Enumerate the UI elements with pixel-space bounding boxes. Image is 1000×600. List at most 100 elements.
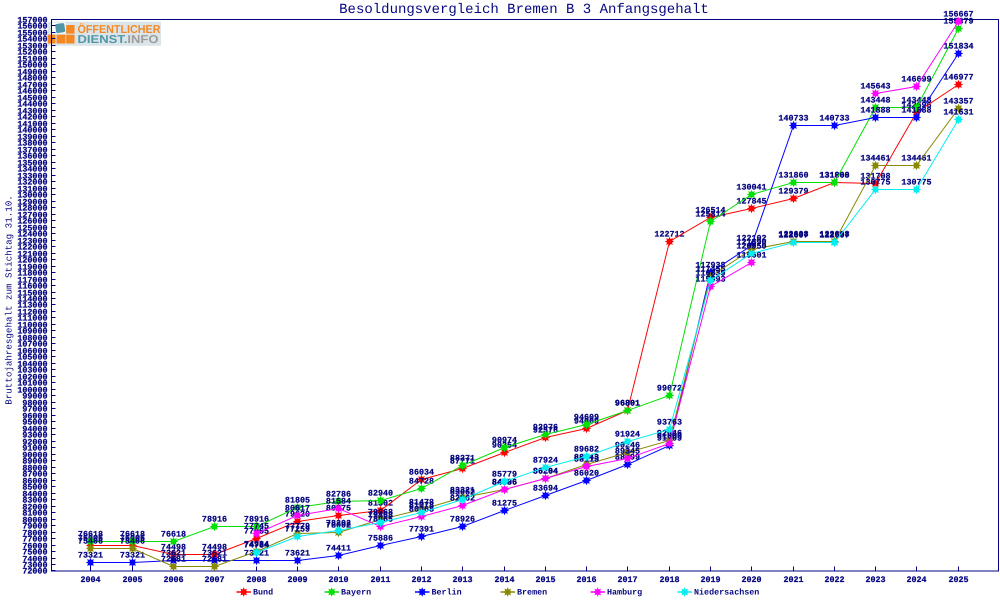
svg-text:78202: 78202: [326, 519, 351, 529]
svg-text:113000: 113000: [17, 301, 47, 311]
svg-text:114000: 114000: [17, 295, 47, 305]
svg-text:153000: 153000: [17, 42, 47, 52]
svg-text:2016: 2016: [576, 575, 596, 585]
svg-text:2024: 2024: [906, 575, 926, 585]
svg-text:77745: 77745: [244, 522, 269, 532]
svg-text:154000: 154000: [17, 35, 47, 45]
svg-text:143448: 143448: [860, 96, 890, 106]
svg-text:2006: 2006: [163, 575, 183, 585]
svg-text:121590: 121590: [736, 238, 766, 248]
svg-text:82786: 82786: [326, 490, 351, 500]
svg-text:138000: 138000: [17, 139, 47, 149]
svg-text:134461: 134461: [901, 154, 931, 164]
svg-text:2012: 2012: [411, 575, 431, 585]
svg-text:134000: 134000: [17, 165, 47, 175]
svg-text:74984: 74984: [244, 540, 269, 550]
svg-text:80617: 80617: [285, 504, 310, 514]
svg-text:117938: 117938: [695, 261, 725, 271]
svg-text:143000: 143000: [17, 107, 47, 117]
svg-text:2008: 2008: [246, 575, 266, 585]
svg-text:144000: 144000: [17, 100, 47, 110]
svg-text:Bruttojahresgehalt zum Stichta: Bruttojahresgehalt zum Stichtag 31.10.: [3, 195, 14, 405]
svg-text:81805: 81805: [285, 496, 310, 506]
svg-text:83062: 83062: [450, 488, 475, 498]
svg-text:91924: 91924: [615, 430, 640, 440]
svg-text:DIENST.INFO: DIENST. INFO: [78, 34, 159, 46]
svg-text:126000: 126000: [17, 217, 47, 227]
svg-text:2010: 2010: [328, 575, 348, 585]
svg-text:2007: 2007: [204, 575, 224, 585]
svg-text:145000: 145000: [17, 94, 47, 104]
svg-text:73621: 73621: [202, 549, 227, 559]
svg-text:131908: 131908: [819, 171, 849, 181]
svg-text:73621: 73621: [285, 549, 310, 559]
svg-text:140733: 140733: [819, 114, 849, 124]
svg-text:94609: 94609: [574, 413, 599, 423]
svg-text:73000: 73000: [22, 561, 47, 571]
svg-text:96801: 96801: [615, 399, 640, 409]
svg-text:117455: 117455: [695, 265, 725, 275]
svg-text:2023: 2023: [865, 575, 885, 585]
svg-text:139000: 139000: [17, 133, 47, 143]
svg-text:95000: 95000: [22, 418, 47, 428]
svg-text:130775: 130775: [860, 178, 890, 188]
svg-text:78926: 78926: [450, 515, 475, 525]
svg-text:89345: 89345: [615, 447, 640, 457]
svg-text:125814: 125814: [695, 210, 725, 220]
svg-text:74498: 74498: [161, 543, 186, 553]
svg-text:115000: 115000: [17, 289, 47, 299]
svg-text:89682: 89682: [574, 445, 599, 455]
svg-text:77779: 77779: [285, 522, 310, 532]
svg-text:76618: 76618: [161, 530, 186, 540]
svg-text:129379: 129379: [778, 187, 808, 197]
svg-text:142000: 142000: [17, 113, 47, 123]
svg-text:Bremen: Bremen: [517, 588, 547, 598]
svg-text:141631: 141631: [943, 108, 973, 118]
svg-text:110000: 110000: [17, 321, 47, 331]
svg-text:79868: 79868: [368, 508, 393, 518]
svg-text:2015: 2015: [535, 575, 555, 585]
svg-text:120000: 120000: [17, 256, 47, 266]
svg-text:2014: 2014: [494, 575, 514, 585]
svg-text:97000: 97000: [22, 405, 47, 415]
svg-text:87924: 87924: [533, 456, 558, 466]
svg-text:90000: 90000: [22, 451, 47, 461]
svg-text:78916: 78916: [202, 515, 227, 525]
svg-text:81478: 81478: [409, 498, 434, 508]
svg-text:77000: 77000: [22, 535, 47, 545]
svg-text:152000: 152000: [17, 48, 47, 58]
svg-text:2018: 2018: [659, 575, 679, 585]
svg-text:151834: 151834: [943, 42, 973, 52]
svg-text:116000: 116000: [17, 282, 47, 292]
svg-text:76618: 76618: [120, 530, 145, 540]
svg-text:78000: 78000: [22, 529, 47, 539]
svg-text:107000: 107000: [17, 340, 47, 350]
svg-text:90974: 90974: [492, 436, 517, 446]
svg-text:76000: 76000: [22, 542, 47, 552]
svg-text:141000: 141000: [17, 120, 47, 130]
svg-text:137000: 137000: [17, 146, 47, 156]
svg-text:111000: 111000: [17, 314, 47, 324]
svg-text:109000: 109000: [17, 327, 47, 337]
svg-text:83321: 83321: [450, 486, 475, 496]
svg-text:133000: 133000: [17, 172, 47, 182]
svg-text:122712: 122712: [654, 230, 684, 240]
svg-text:98000: 98000: [22, 399, 47, 409]
svg-text:Niedersachsen: Niedersachsen: [694, 588, 759, 598]
svg-text:117000: 117000: [17, 276, 47, 286]
svg-text:141888: 141888: [901, 106, 931, 116]
svg-text:130000: 130000: [17, 191, 47, 201]
svg-text:2019: 2019: [700, 575, 720, 585]
svg-text:127000: 127000: [17, 211, 47, 221]
svg-text:130041: 130041: [736, 183, 766, 193]
svg-text:122607: 122607: [778, 231, 808, 241]
svg-text:72681: 72681: [161, 555, 186, 565]
svg-text:84728: 84728: [409, 477, 434, 487]
svg-text:2009: 2009: [287, 575, 307, 585]
svg-text:74784: 74784: [244, 541, 269, 551]
svg-text:75000: 75000: [22, 548, 47, 558]
svg-text:74498: 74498: [202, 543, 227, 553]
svg-text:2005: 2005: [122, 575, 142, 585]
svg-text:120950: 120950: [736, 242, 766, 252]
svg-text:72681: 72681: [202, 555, 227, 565]
